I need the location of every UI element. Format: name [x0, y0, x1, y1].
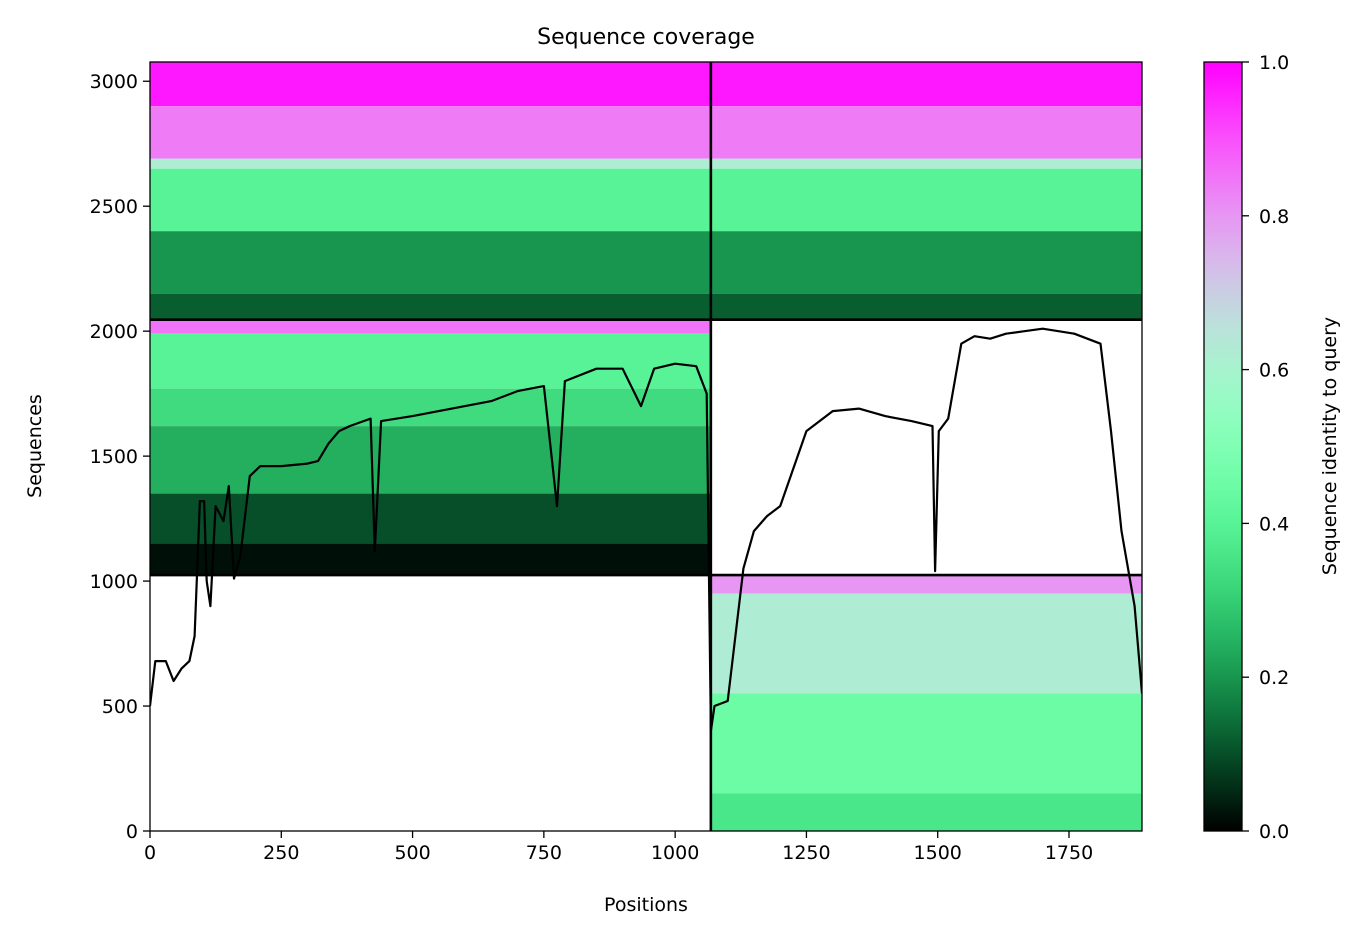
colorbar: 0.0 0.2 0.4 0.6 0.8 1.0 Sequence identity to … — [1203, 52, 1341, 843]
coverage-band-paired-A — [150, 293, 711, 320]
colorbar-tick-label: 0.2 — [1259, 667, 1289, 689]
coverage-line — [150, 327, 1142, 733]
x-tick-label: 500 — [394, 842, 430, 864]
coverage-band-paired-B — [710, 231, 1142, 294]
coverage-band-chain-A-only — [150, 493, 711, 544]
coverage-band-paired-A — [150, 106, 711, 159]
x-tick-label: 750 — [526, 842, 562, 864]
coverage-band-chain-A-only — [150, 426, 711, 494]
coverage-heatmap — [150, 62, 1142, 831]
coverage-band-paired-B — [710, 293, 1142, 320]
colorbar-tick-label: 0.6 — [1259, 360, 1289, 382]
coverage-band-chain-B-only — [710, 693, 1142, 794]
y-tick-label: 3000 — [90, 71, 138, 93]
y-axis-label: Sequences — [24, 394, 46, 498]
coverage-band-paired-B — [710, 62, 1142, 107]
coverage-band-chain-A-only — [150, 543, 711, 576]
y-tick-label: 0 — [126, 821, 138, 843]
x-tick-label: 1750 — [1045, 842, 1093, 864]
colorbar-tick-label: 0.8 — [1259, 206, 1289, 228]
colorbar-tick-label: 0.0 — [1259, 821, 1289, 843]
coverage-band-paired-A — [150, 231, 711, 294]
x-tick-label: 250 — [263, 842, 299, 864]
x-tick-label: 1500 — [914, 842, 962, 864]
coverage-band-chain-B-only — [710, 593, 1142, 694]
coverage-band-paired-A — [150, 158, 711, 169]
coverage-band-chain-B-only — [710, 793, 1142, 831]
coverage-band-paired-B — [710, 106, 1142, 159]
x-tick-label: 0 — [144, 842, 156, 864]
y-tick-label: 500 — [102, 696, 138, 718]
coverage-band-chain-A-only — [150, 388, 711, 427]
plot-area — [150, 62, 1142, 831]
colorbar-ticks: 0.0 0.2 0.4 0.6 0.8 1.0 — [1242, 52, 1289, 843]
colorbar-tick-label: 1.0 — [1259, 52, 1289, 74]
y-tick-label: 2000 — [90, 321, 138, 343]
chart-title: Sequence coverage — [537, 25, 755, 50]
colorbar-label: Sequence identity to query — [1319, 317, 1341, 575]
colorbar-gradient — [1203, 61, 1243, 832]
plot-frame — [149, 61, 1143, 832]
x-axis-ticks: 0 250 500 750 1000 1250 1500 1750 — [144, 831, 1093, 864]
y-tick-label: 1500 — [90, 446, 138, 468]
coverage-band-chain-B-only — [710, 575, 1142, 594]
coverage-band-chain-A-only — [150, 333, 711, 389]
coverage-band-paired-A — [150, 62, 711, 107]
x-tick-label: 1250 — [782, 842, 830, 864]
y-tick-label: 1000 — [90, 571, 138, 593]
coverage-band-paired-A — [150, 168, 711, 232]
y-axis-ticks: 0 500 1000 1500 2000 2500 3000 — [90, 71, 150, 843]
x-axis-label: Positions — [604, 894, 688, 916]
coverage-band-chain-A-only — [150, 319, 711, 334]
y-tick-label: 2500 — [90, 196, 138, 218]
colorbar-tick-label: 0.4 — [1259, 513, 1289, 535]
x-tick-label: 1000 — [651, 842, 699, 864]
coverage-band-paired-B — [710, 158, 1142, 169]
coverage-band-paired-B — [710, 168, 1142, 232]
